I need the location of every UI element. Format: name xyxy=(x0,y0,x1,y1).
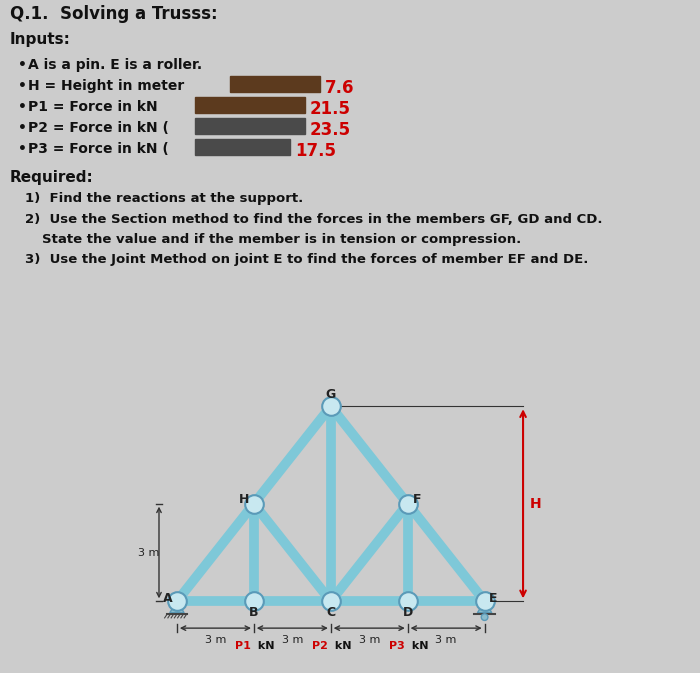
Point xyxy=(402,596,413,606)
Text: 7.6: 7.6 xyxy=(325,79,354,97)
Text: Inputs:: Inputs: xyxy=(10,32,71,47)
Text: 3 m: 3 m xyxy=(204,635,226,645)
Text: P3 = Force in kN (: P3 = Force in kN ( xyxy=(28,142,169,156)
Text: F: F xyxy=(412,493,421,507)
Point xyxy=(172,596,183,606)
Circle shape xyxy=(482,614,488,621)
Text: State the value and if the member is in tension or compression.: State the value and if the member is in … xyxy=(42,233,522,246)
Text: P2 = Force in kN (: P2 = Force in kN ( xyxy=(28,121,169,135)
Text: kN: kN xyxy=(331,641,351,651)
Point xyxy=(479,596,490,606)
Text: P1 = Force in kN: P1 = Force in kN xyxy=(28,100,158,114)
Text: •: • xyxy=(18,79,27,93)
Text: D: D xyxy=(402,606,413,619)
Text: kN: kN xyxy=(407,641,428,651)
Text: 17.5: 17.5 xyxy=(295,142,336,160)
Polygon shape xyxy=(170,601,184,612)
Text: H = Height in meter: H = Height in meter xyxy=(28,79,184,93)
Text: 3 m: 3 m xyxy=(358,635,380,645)
Text: Required:: Required: xyxy=(10,170,94,185)
Text: P1: P1 xyxy=(235,641,251,651)
Text: B: B xyxy=(249,606,258,619)
Text: P2: P2 xyxy=(312,641,328,651)
Text: 1)  Find the reactions at the support.: 1) Find the reactions at the support. xyxy=(25,192,303,205)
Point xyxy=(402,499,413,509)
Point xyxy=(326,401,337,412)
Text: G: G xyxy=(326,388,336,401)
Text: •: • xyxy=(18,142,27,156)
Text: H: H xyxy=(529,497,541,511)
Text: 3 m: 3 m xyxy=(281,635,303,645)
Text: •: • xyxy=(18,58,27,72)
Text: 23.5: 23.5 xyxy=(310,121,351,139)
FancyBboxPatch shape xyxy=(195,139,290,155)
Text: kN: kN xyxy=(254,641,274,651)
Text: •: • xyxy=(18,121,27,135)
Point xyxy=(248,596,260,606)
FancyBboxPatch shape xyxy=(195,118,305,134)
Text: 3)  Use the Joint Method on joint E to find the forces of member EF and DE.: 3) Use the Joint Method on joint E to fi… xyxy=(25,253,589,266)
Text: P3: P3 xyxy=(389,641,405,651)
Text: H: H xyxy=(239,493,248,507)
Text: Q.1.  Solving a Trusss:: Q.1. Solving a Trusss: xyxy=(10,5,218,23)
Text: E: E xyxy=(489,592,498,605)
FancyBboxPatch shape xyxy=(230,76,320,92)
Text: 2)  Use the Section method to find the forces in the members GF, GD and CD.: 2) Use the Section method to find the fo… xyxy=(25,213,603,226)
Point xyxy=(248,499,260,509)
Text: 3 m: 3 m xyxy=(138,548,160,557)
Text: •: • xyxy=(18,100,27,114)
Polygon shape xyxy=(477,601,492,612)
Text: 21.5: 21.5 xyxy=(310,100,351,118)
Text: C: C xyxy=(326,606,335,619)
Text: 3 m: 3 m xyxy=(435,635,457,645)
Text: A: A xyxy=(163,592,173,605)
Text: A is a pin. E is a roller.: A is a pin. E is a roller. xyxy=(28,58,202,72)
FancyBboxPatch shape xyxy=(195,97,305,113)
Point xyxy=(326,596,337,606)
